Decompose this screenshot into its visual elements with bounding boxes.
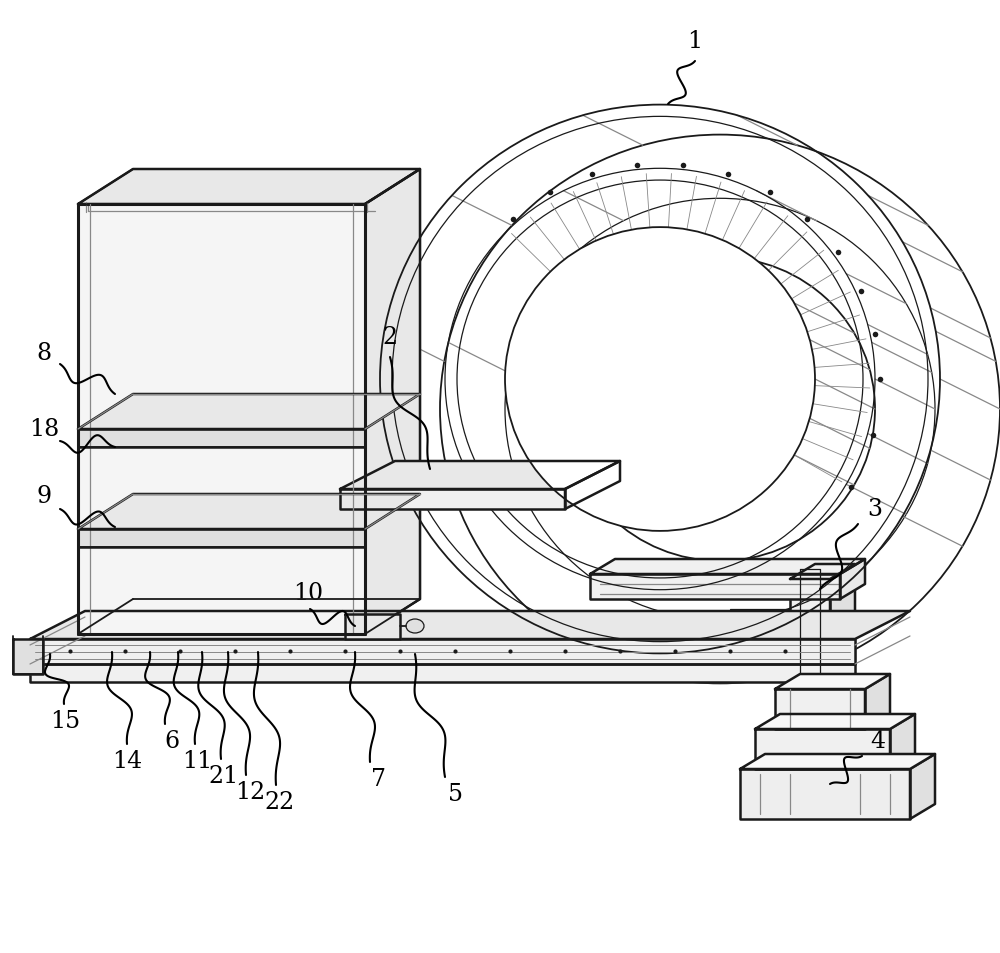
Polygon shape — [590, 559, 865, 575]
Polygon shape — [78, 205, 365, 635]
Polygon shape — [78, 530, 365, 547]
Polygon shape — [790, 579, 830, 679]
Polygon shape — [740, 754, 935, 769]
Polygon shape — [78, 170, 420, 205]
Text: 14: 14 — [112, 750, 142, 773]
Ellipse shape — [505, 228, 815, 532]
Polygon shape — [740, 769, 910, 820]
Polygon shape — [340, 461, 620, 490]
Text: 15: 15 — [50, 710, 80, 733]
Polygon shape — [775, 689, 865, 729]
Polygon shape — [890, 714, 915, 769]
Polygon shape — [840, 559, 865, 599]
Text: 18: 18 — [29, 418, 59, 441]
Text: 22: 22 — [265, 791, 295, 814]
Text: 11: 11 — [182, 750, 212, 773]
Polygon shape — [865, 675, 890, 729]
Polygon shape — [565, 461, 620, 510]
Polygon shape — [30, 664, 855, 682]
Polygon shape — [830, 564, 855, 679]
Text: 4: 4 — [870, 730, 886, 753]
Polygon shape — [78, 395, 420, 430]
Polygon shape — [755, 729, 890, 769]
Text: 9: 9 — [36, 485, 52, 508]
Text: 2: 2 — [382, 326, 398, 349]
Ellipse shape — [406, 619, 424, 634]
Text: 7: 7 — [371, 768, 386, 791]
Polygon shape — [30, 639, 855, 664]
Polygon shape — [755, 714, 915, 729]
Text: 21: 21 — [209, 764, 239, 788]
Polygon shape — [78, 430, 365, 448]
Polygon shape — [910, 754, 935, 820]
Text: 1: 1 — [687, 30, 703, 53]
Polygon shape — [775, 675, 890, 689]
Polygon shape — [13, 639, 43, 675]
Polygon shape — [30, 612, 910, 639]
Polygon shape — [340, 490, 565, 510]
Text: 5: 5 — [448, 782, 463, 805]
Polygon shape — [345, 615, 400, 639]
Polygon shape — [590, 575, 840, 599]
Text: 10: 10 — [293, 581, 323, 604]
Text: 6: 6 — [164, 730, 180, 753]
Text: 12: 12 — [235, 781, 265, 803]
Polygon shape — [365, 170, 420, 635]
Text: 8: 8 — [36, 342, 52, 365]
Text: 3: 3 — [868, 498, 883, 521]
Polygon shape — [78, 495, 420, 530]
Polygon shape — [790, 564, 855, 579]
